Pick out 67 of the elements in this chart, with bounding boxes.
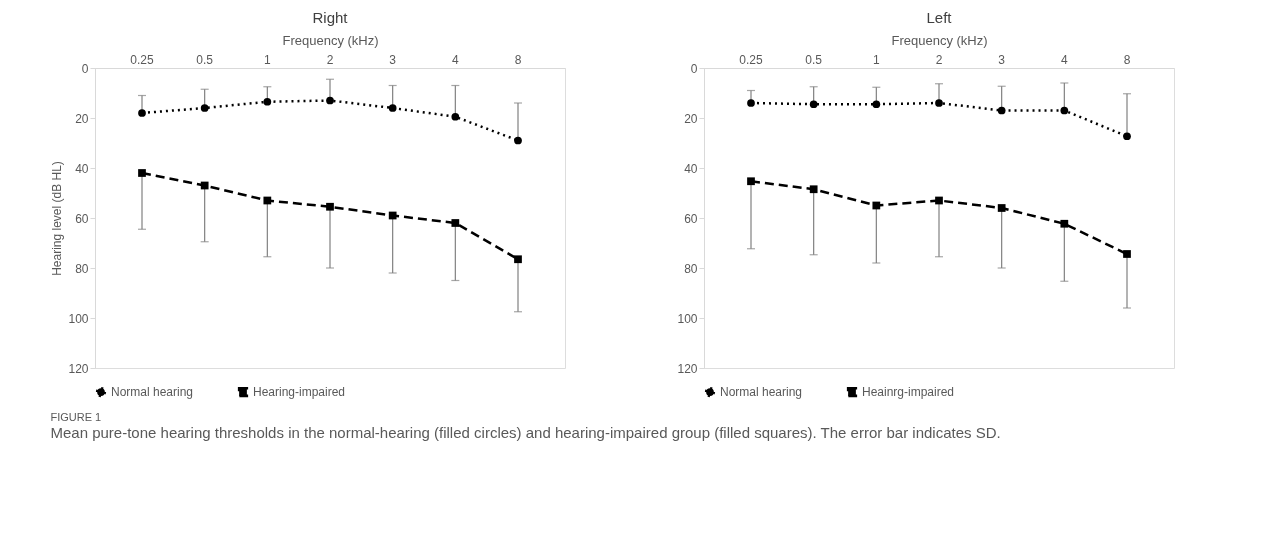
x-tick-label: 8 bbox=[1123, 52, 1131, 67]
y-tick-label: 0 bbox=[690, 61, 698, 76]
point bbox=[514, 136, 522, 145]
point bbox=[263, 97, 272, 106]
legend-label: Hearing-impaired bbox=[253, 385, 346, 400]
point bbox=[1123, 250, 1131, 258]
x-tick-label: 4 bbox=[1060, 52, 1068, 67]
caption: FIGURE 1 bbox=[50, 410, 102, 423]
point bbox=[326, 96, 334, 105]
point bbox=[326, 202, 334, 211]
point bbox=[138, 169, 146, 177]
x-tick-label: 0.25 bbox=[130, 52, 154, 67]
point bbox=[263, 196, 272, 205]
point bbox=[514, 255, 522, 264]
y-tick-label: 20 bbox=[684, 111, 698, 126]
point bbox=[200, 104, 209, 112]
x-axis-title: Frequency (kHz) bbox=[282, 32, 379, 48]
x-axis-title: Frequency (kHz) bbox=[891, 32, 988, 48]
y-tick-label: 80 bbox=[684, 261, 698, 276]
y-tick-label: 100 bbox=[68, 311, 89, 326]
y-tick-label: 20 bbox=[75, 111, 89, 126]
y-tick-label: 0 bbox=[81, 61, 89, 76]
point bbox=[747, 177, 755, 186]
point bbox=[997, 204, 1006, 212]
y-tick-label: 120 bbox=[68, 361, 89, 376]
point bbox=[388, 211, 397, 220]
y-tick-label: 40 bbox=[684, 161, 698, 176]
y-tick-label: 120 bbox=[677, 361, 698, 376]
point bbox=[1123, 132, 1131, 141]
x-tick-label: 2 bbox=[326, 52, 334, 67]
point bbox=[747, 99, 755, 107]
legend-label: Heainrg-impaired bbox=[862, 385, 955, 400]
y-tick-label: 100 bbox=[677, 311, 698, 326]
text: Mean pure-tone hearing thresholds in the normal-hearing (filled circles) and hearing-impaired group (filled squares). The error bar indicates SD. bbox=[50, 423, 1001, 441]
point bbox=[935, 99, 943, 107]
y-tick-label: 60 bbox=[75, 211, 89, 226]
point bbox=[809, 185, 818, 194]
point bbox=[872, 201, 881, 210]
y-tick-label: 80 bbox=[75, 261, 89, 276]
x-tick-label: 0.5 bbox=[196, 52, 214, 67]
x-tick-label: 2 bbox=[935, 52, 943, 67]
x-tick-label: 3 bbox=[998, 52, 1006, 67]
x-tick-label: 4 bbox=[451, 52, 459, 67]
y-tick-label: 40 bbox=[75, 161, 89, 176]
point bbox=[388, 104, 397, 112]
point bbox=[809, 100, 818, 109]
chart-title: Right bbox=[312, 9, 349, 26]
point bbox=[997, 106, 1006, 115]
legend-label: Normal hearing bbox=[720, 385, 803, 400]
y-tick-label: 60 bbox=[684, 211, 698, 226]
x-tick-label: 1 bbox=[872, 52, 880, 67]
x-tick-label: 0.5 bbox=[805, 52, 823, 67]
x-tick-label: 0.25 bbox=[739, 52, 763, 67]
x-tick-label: 1 bbox=[263, 52, 271, 67]
point bbox=[451, 219, 460, 227]
point bbox=[451, 112, 460, 121]
y-axis-title: Hearing level (dB HL) bbox=[50, 161, 65, 276]
chart-title: Left bbox=[926, 9, 953, 26]
legend-label: Normal hearing bbox=[111, 385, 194, 400]
x-tick-label: 3 bbox=[389, 52, 397, 67]
point bbox=[1060, 219, 1069, 228]
point bbox=[200, 181, 209, 190]
point bbox=[935, 196, 943, 205]
point bbox=[872, 100, 881, 109]
point bbox=[138, 109, 146, 117]
x-tick-label: 8 bbox=[514, 52, 522, 67]
point bbox=[1060, 106, 1069, 115]
